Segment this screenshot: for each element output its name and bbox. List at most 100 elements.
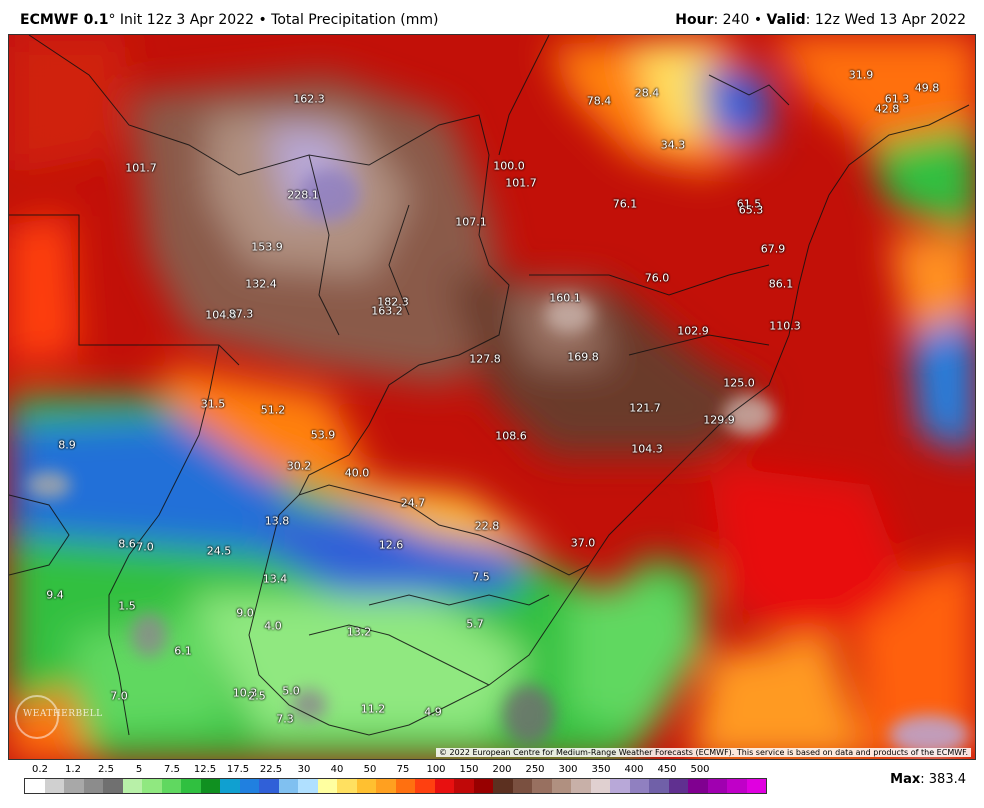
legend-swatch — [200, 779, 220, 793]
precip-value-label: 78.4 — [586, 94, 612, 108]
precipitation-map: 162.3 101.7 228.1 153.9 132.4 104.8 87.3 182.3 1… — [8, 34, 976, 760]
legend-tick: 100 — [426, 764, 446, 775]
legend-swatch — [161, 779, 181, 793]
legend-swatch — [122, 779, 142, 793]
legend-swatch — [259, 779, 279, 793]
legend-tick: 75 — [396, 764, 410, 775]
legend-swatch — [44, 779, 64, 793]
init-text: ° Init 12z 3 Apr 2022 • Total Precipitat… — [108, 12, 439, 28]
legend-swatch — [64, 779, 84, 793]
precip-value-label: 37.0 — [570, 536, 596, 550]
precip-value-label: 9.4 — [46, 588, 64, 602]
legend-swatch — [239, 779, 259, 793]
precip-value-label: 13.4 — [262, 572, 288, 586]
precip-value-label: 51.2 — [260, 403, 286, 417]
precip-value-label: 87.3 — [228, 307, 254, 321]
legend-tick: 50 — [363, 764, 377, 775]
legend-swatch — [434, 779, 454, 793]
header-valid: Hour: 240 • Valid: 12z Wed 13 Apr 2022 — [675, 12, 966, 28]
precip-value-label: 40.0 — [344, 466, 370, 480]
precip-value-label: 101.7 — [125, 161, 157, 175]
precip-value-label: 163.2 — [371, 304, 403, 318]
precip-value-label: 7.0 — [110, 689, 128, 703]
precip-value-label: 22.8 — [474, 519, 500, 533]
valid-label: Valid — [766, 12, 806, 28]
precip-value-label: 67.9 — [760, 242, 786, 256]
legend-swatch — [278, 779, 298, 793]
map-header: ECMWF 0.1° Init 12z 3 Apr 2022 • Total P… — [0, 0, 984, 34]
legend-tick: 5 — [135, 764, 143, 775]
legend-swatch — [610, 779, 630, 793]
header-title: ECMWF 0.1° Init 12z 3 Apr 2022 • Total P… — [20, 12, 438, 28]
logo-text: WEATHERBELL — [23, 709, 103, 719]
precip-value-label: 162.3 — [293, 92, 325, 106]
precip-value-label: 110.3 — [769, 319, 801, 333]
legend-swatch — [103, 779, 123, 793]
color-legend: 0.2 1.2 2.5 5 7.5 12.5 17.5 22.5 30 40 50 75 100 150 2… — [20, 762, 767, 802]
max-label: Max — [890, 772, 921, 787]
max-value: Max: 383.4 — [890, 772, 966, 787]
precip-value-label: 7.3 — [276, 712, 294, 726]
legend-swatch — [727, 779, 747, 793]
legend-swatch — [356, 779, 376, 793]
map-raster — [9, 35, 975, 759]
legend-swatch — [473, 779, 493, 793]
precip-value-label: 13.8 — [264, 514, 290, 528]
precip-value-label: 31.5 — [200, 397, 226, 411]
precip-value-label: 1.5 — [118, 599, 136, 613]
precip-value-label: 65.3 — [738, 203, 764, 217]
legend-swatch — [629, 779, 649, 793]
legend-swatch — [83, 779, 103, 793]
precip-value-label: 4.0 — [264, 619, 282, 633]
weatherbell-logo: WEATHERBELL — [15, 695, 103, 739]
precip-value-label: 127.8 — [469, 352, 501, 366]
precip-value-label: 4.9 — [424, 705, 442, 719]
legend-swatch — [512, 779, 532, 793]
legend-swatch — [25, 779, 45, 793]
copyright-notice: © 2022 European Centre for Medium-Range … — [436, 748, 971, 757]
precip-value-label: 76.1 — [612, 197, 638, 211]
precip-value-label: 10.3 — [232, 686, 258, 700]
precip-value-label: 7.5 — [472, 570, 490, 584]
legend-tick: 17.5 — [226, 764, 250, 775]
precip-value-label: 104.3 — [631, 442, 663, 456]
precip-value-label: 5.7 — [466, 617, 484, 631]
hour-value: : 240 • — [713, 12, 767, 28]
legend-tick: 300 — [558, 764, 578, 775]
legend-tick: 12.5 — [193, 764, 217, 775]
precip-value-label: 132.4 — [245, 277, 277, 291]
precip-value-label: 125.0 — [723, 376, 755, 390]
max-number: : 383.4 — [920, 772, 966, 787]
precip-value-label: 228.1 — [287, 188, 319, 202]
legend-tick: 350 — [591, 764, 611, 775]
legend-swatch — [707, 779, 727, 793]
legend-color-bar — [24, 778, 767, 794]
legend-swatch — [571, 779, 591, 793]
precip-value-label: 121.7 — [629, 401, 661, 415]
legend-tick: 2.5 — [98, 764, 114, 775]
legend-swatch — [590, 779, 610, 793]
legend-swatch — [337, 779, 357, 793]
legend-swatch — [395, 779, 415, 793]
precip-value-label: 31.9 — [848, 68, 874, 82]
legend-swatch — [298, 779, 318, 793]
legend-swatch — [746, 779, 766, 793]
precip-value-label: 107.1 — [455, 215, 487, 229]
precip-value-label: 9.0 — [236, 606, 254, 620]
precip-value-label: 5.0 — [282, 684, 300, 698]
legend-tick: 0.2 — [32, 764, 48, 775]
precip-value-label: 8.9 — [58, 438, 76, 452]
legend-swatch — [551, 779, 571, 793]
legend-tick: 250 — [525, 764, 545, 775]
precip-value-label: 30.2 — [286, 459, 312, 473]
precip-value-label: 169.8 — [567, 350, 599, 364]
precip-value-label: 11.2 — [360, 702, 386, 716]
precip-value-label: 182.3 — [377, 295, 409, 309]
legend-swatch — [649, 779, 669, 793]
legend-tick: 22.5 — [259, 764, 283, 775]
legend-tick: 200 — [492, 764, 512, 775]
legend-tick: 30 — [297, 764, 311, 775]
precip-value-label: 153.9 — [251, 240, 283, 254]
legend-tick-labels: 0.2 1.2 2.5 5 7.5 12.5 17.5 22.5 30 40 50 75 100 150 2… — [20, 762, 720, 776]
precip-value-label: 13.2 — [346, 625, 372, 639]
